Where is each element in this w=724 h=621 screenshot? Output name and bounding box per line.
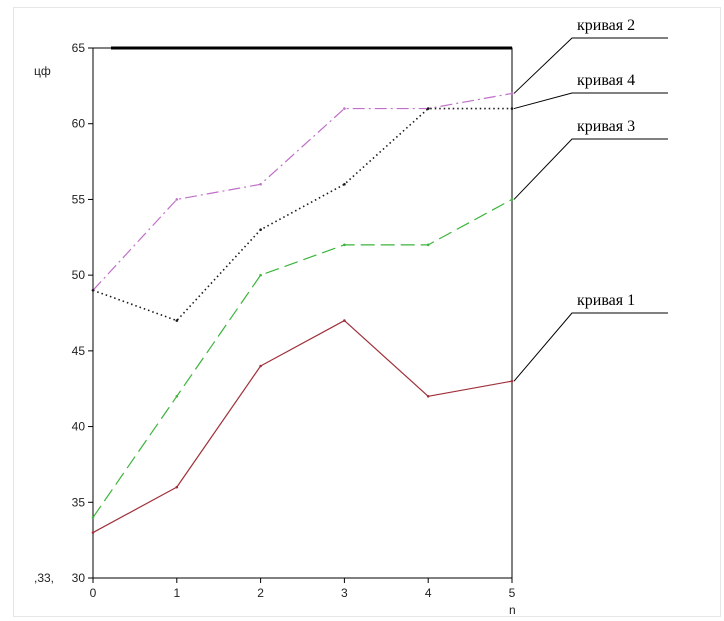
y-tick-label: 50 [72,268,86,282]
y-tick-label: 65 [72,41,86,55]
y-min-annotation: ,33, [34,571,54,585]
data-point [91,288,95,292]
legend-leader-line [513,92,668,110]
x-tick-label: 0 [90,586,97,600]
legend-entry: кривая 1 [513,292,668,382]
y-tick-label: 55 [72,192,86,206]
data-point [510,379,514,383]
x-tick-label: 2 [257,586,264,600]
legend-label: кривая 3 [577,118,635,135]
data-point [343,319,346,322]
legend-label: кривая 1 [577,292,635,309]
data-point [91,531,95,534]
chart-frame [13,7,721,617]
data-point [259,364,262,368]
data-point [259,228,262,232]
data-point [343,243,346,247]
x-tick-label: 3 [341,586,348,600]
legend-entry: кривая 3 [513,118,668,200]
x-axis-label: n [509,603,516,617]
chart-legend: кривая 1 кривая 2 кривая 3 кривая 4 [513,17,668,382]
y-tick-label: 30 [72,571,86,585]
data-point [91,516,95,519]
legend-entry: кривая 4 [513,72,668,110]
x-tick-label: 5 [509,586,516,600]
series-line-2 [92,92,513,291]
data-point [426,394,430,398]
x-tick-label: 1 [173,586,180,600]
chart-series [91,92,514,534]
y-tick-label: 35 [72,495,86,509]
data-point [175,394,179,398]
series-line-1 [92,319,513,534]
legend-leader-line [513,138,668,200]
data-point [510,198,514,201]
series-line-4 [92,107,512,322]
data-point [259,182,262,186]
legend-entry: кривая 2 [513,17,668,94]
chart-axes [92,46,513,579]
series-line-3 [92,198,513,518]
legend-leader-line [513,37,668,94]
data-point [175,198,179,201]
y-axis-label: цф [34,64,51,78]
data-point [343,107,346,110]
legend-label: кривая 2 [577,17,635,34]
data-point [259,273,262,277]
y-tick-label: 60 [72,117,86,131]
data-point [426,107,430,110]
data-point [175,485,179,489]
y-tick-label: 40 [72,420,86,434]
data-point [343,182,346,186]
y-tick-label: 45 [72,344,86,358]
data-point [510,92,514,95]
legend-label: кривая 4 [577,72,635,89]
data-point [510,107,514,110]
data-point [426,243,430,247]
x-tick-label: 4 [425,586,432,600]
data-point [175,319,179,322]
legend-leader-line [513,312,668,382]
